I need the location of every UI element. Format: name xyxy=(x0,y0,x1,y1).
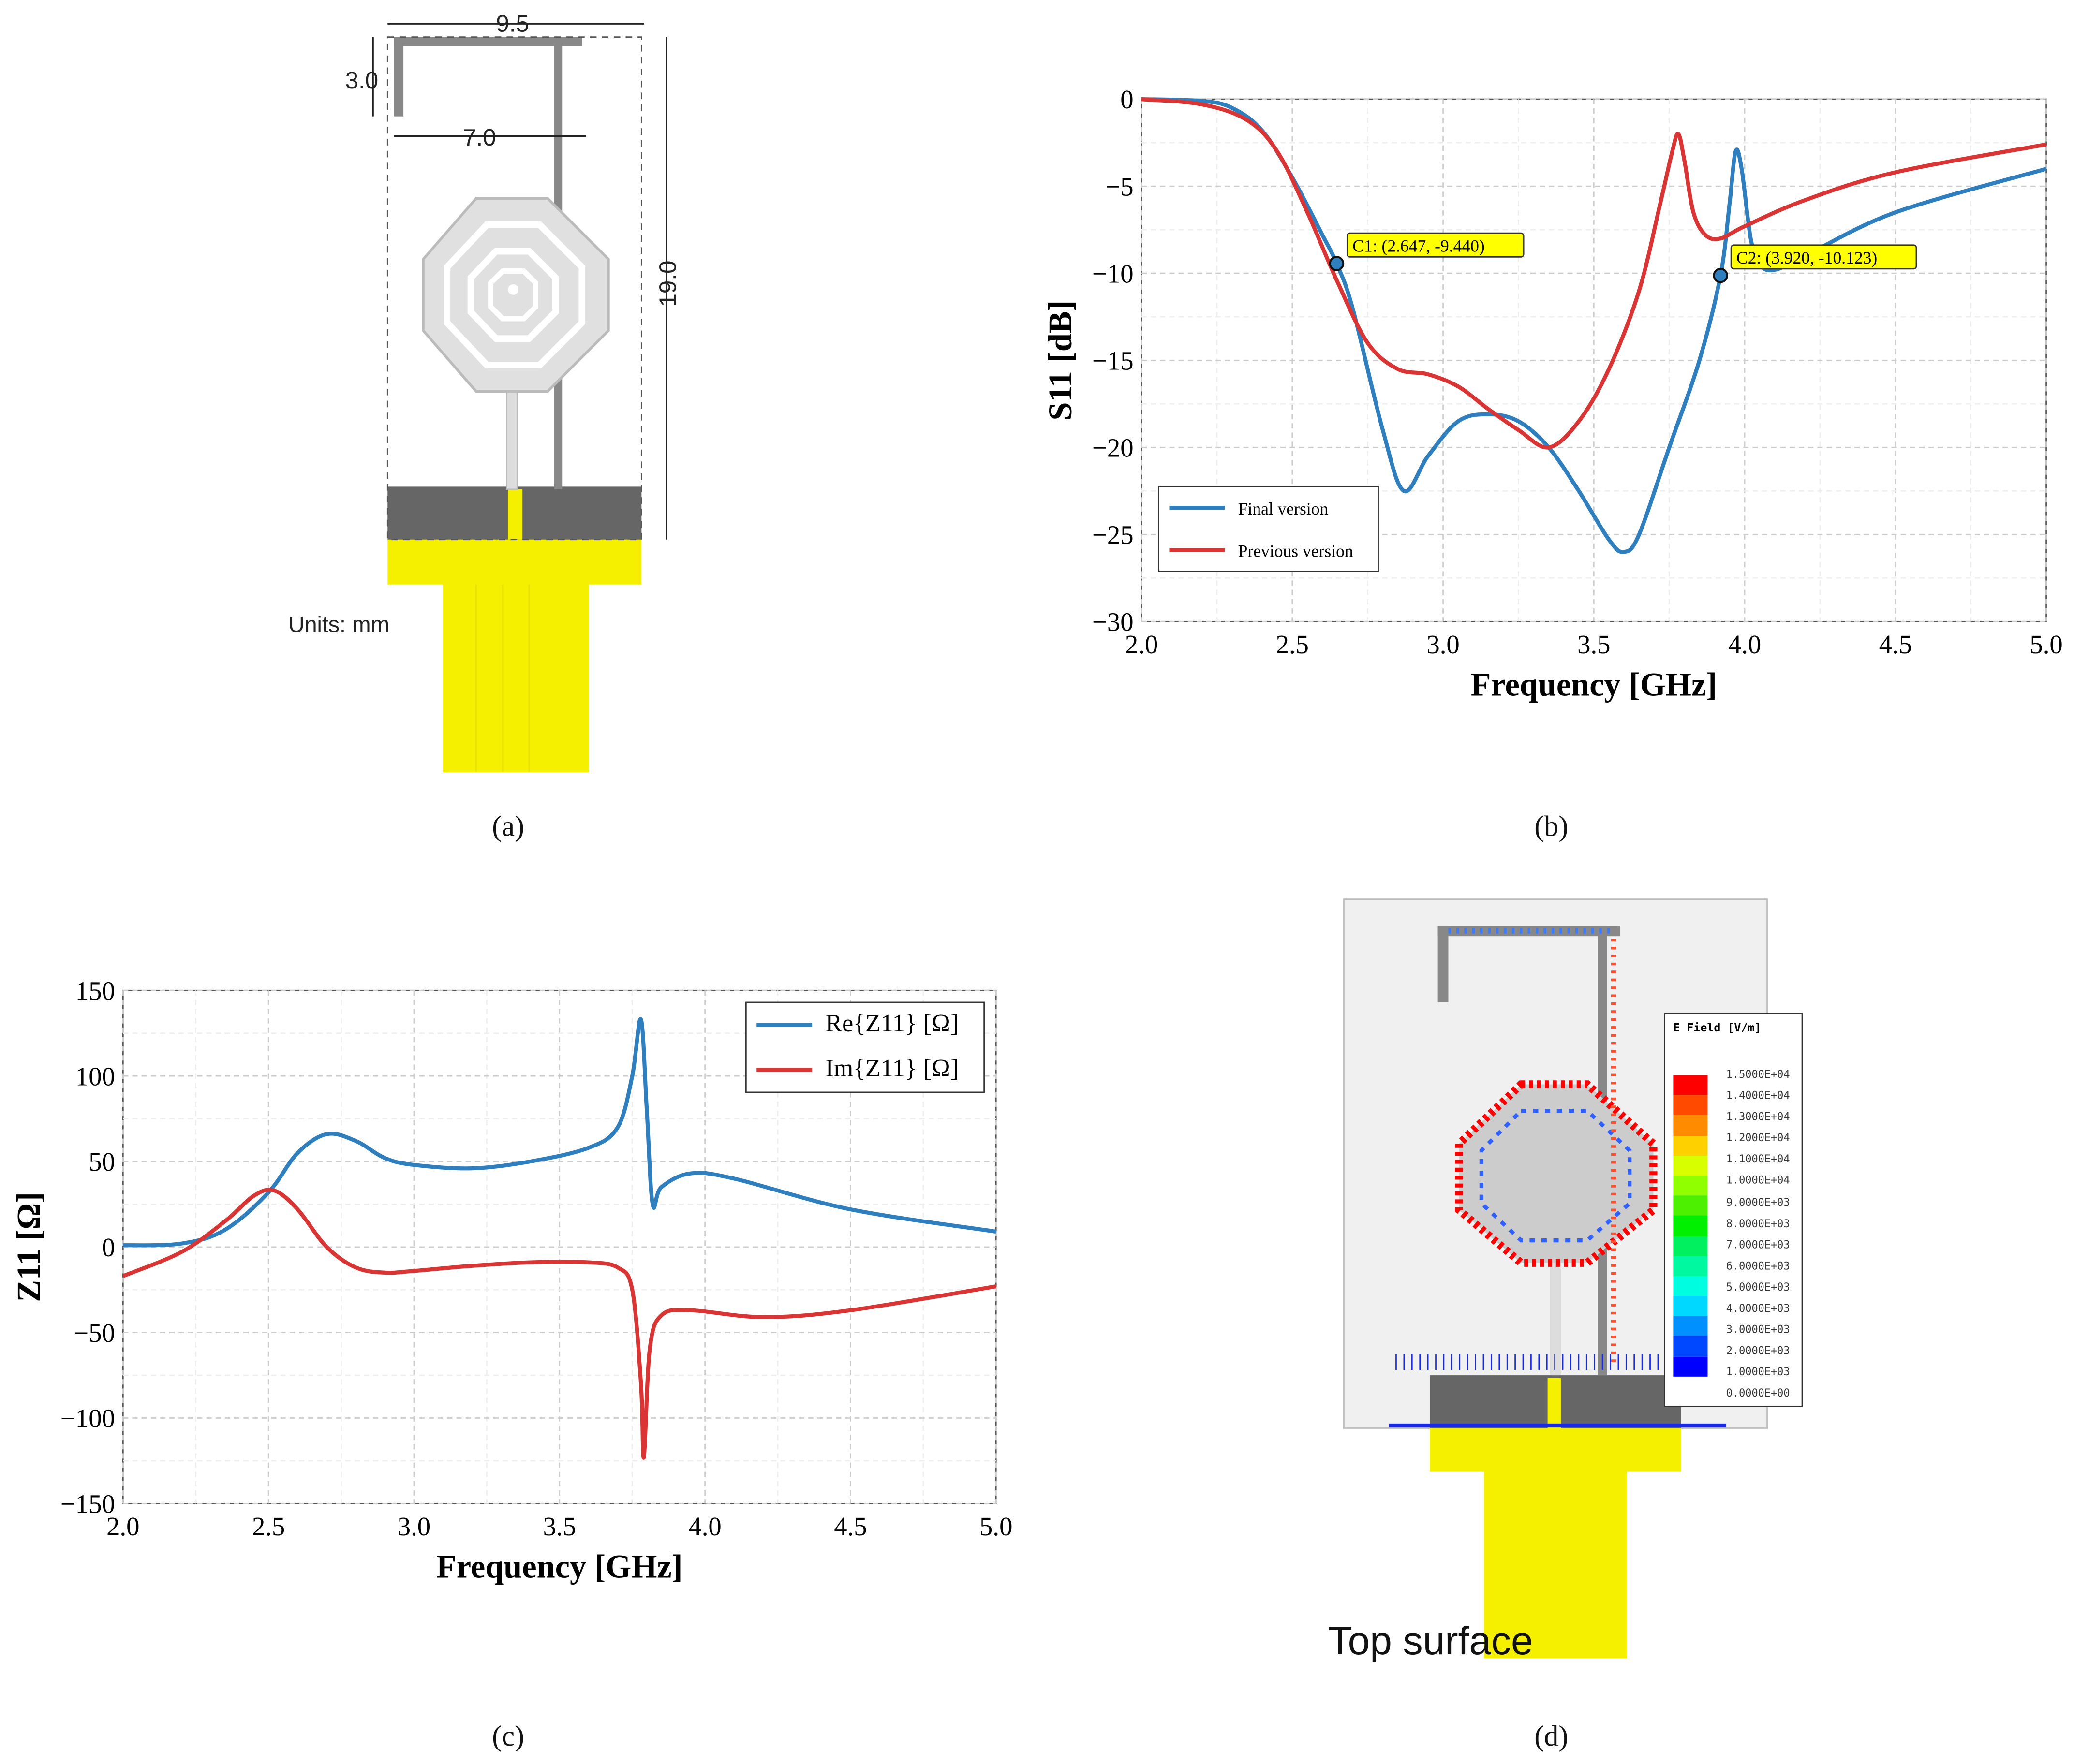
series-line-second xyxy=(1141,97,2047,450)
top-surface-label: Top surface xyxy=(1328,1619,1533,1663)
marker-label-box xyxy=(1730,244,1917,270)
dim-width-top: 9.5 xyxy=(496,11,529,37)
legend-value: 7.0000E+03 xyxy=(1726,1238,1790,1251)
y-tick-label: −150 xyxy=(60,1489,115,1518)
marker-point xyxy=(1713,267,1728,283)
x-tick-label: 2.5 xyxy=(252,1512,285,1541)
legend-swatch xyxy=(1673,1235,1708,1256)
y-axis-label: S11 [dB] xyxy=(1042,300,1079,421)
x-axis-label: Frequency [GHz] xyxy=(436,1548,682,1585)
caption-d: (d) xyxy=(1534,1719,1569,1752)
y-tick-label: 100 xyxy=(75,1061,115,1091)
y-tick-label: −50 xyxy=(74,1318,115,1348)
x-tick-label: 4.0 xyxy=(1728,630,1761,659)
legend-swatch xyxy=(1673,1095,1708,1116)
caption-c: (c) xyxy=(492,1719,525,1752)
legend-value: 1.3000E+04 xyxy=(1726,1111,1790,1123)
series-line-first xyxy=(123,1017,996,1248)
x-tick-label: 4.0 xyxy=(688,1512,721,1541)
legend-label: Previous version xyxy=(1238,541,1353,560)
legend-swatch xyxy=(1673,1175,1708,1196)
legend-value: 1.1000E+04 xyxy=(1726,1153,1790,1166)
legend-swatch xyxy=(1673,1115,1708,1135)
legend-value: 1.4000E+04 xyxy=(1726,1089,1790,1102)
caption-a: (a) xyxy=(492,809,525,843)
y-tick-label: 150 xyxy=(75,976,115,1005)
x-axis-label: Frequency [GHz] xyxy=(1471,666,1717,703)
x-tick-label: 5.0 xyxy=(979,1512,1012,1541)
legend-value: 1.0000E+04 xyxy=(1726,1175,1790,1187)
marker-label: C1: (2.647, -9.440) xyxy=(1352,236,1485,255)
x-tick-label: 3.5 xyxy=(543,1512,576,1541)
x-tick-label: 2.5 xyxy=(1276,630,1309,659)
legend-swatch xyxy=(1673,1075,1708,1095)
e-field-legend: E Field [V/m] 1.5000E+04 1.4000E+04 1.3000… xyxy=(1664,1013,1803,1407)
series-line-second xyxy=(122,1188,996,1460)
legend-label: Final version xyxy=(1238,499,1329,518)
legend-label: Re{Z11} [Ω] xyxy=(825,1010,958,1037)
x-tick-label: 5.0 xyxy=(2030,630,2062,659)
z11-chart: 2.0 2.5 3.0 3.5 4.0 4.5 5.0 150 100 50 0 −50 −100 −15… xyxy=(10,976,1012,1585)
y-tick-label: −20 xyxy=(1092,433,1134,462)
legend-value: 1.0000E+03 xyxy=(1726,1366,1790,1379)
legend-value: 3.0000E+03 xyxy=(1726,1323,1790,1336)
antenna-geometry-diagram: 9.5 7.0 3.0 19.0 Units: mm xyxy=(288,11,681,773)
legend-swatch xyxy=(1673,1135,1708,1156)
y-tick-label: −15 xyxy=(1092,346,1134,375)
x-tick-label: 4.5 xyxy=(1879,630,1912,659)
units-label: Units: mm xyxy=(288,612,389,637)
x-tick-label: 3.0 xyxy=(1426,630,1459,659)
e-field-simulation: Top surface xyxy=(1328,898,1768,1663)
marker-point xyxy=(1329,256,1345,271)
y-tick-label: −5 xyxy=(1105,172,1133,201)
x-tick-label: 3.5 xyxy=(1577,630,1610,659)
legend-value: 6.0000E+03 xyxy=(1726,1260,1790,1272)
legend-value: 9.0000E+03 xyxy=(1726,1196,1790,1208)
marker-label: C2: (3.920, -10.123) xyxy=(1736,248,1877,267)
y-tick-label: −100 xyxy=(60,1404,115,1433)
legend-swatch xyxy=(1673,1276,1708,1296)
legend-value: 2.0000E+03 xyxy=(1726,1345,1790,1357)
legend-swatch xyxy=(1673,1316,1708,1337)
legend-swatch xyxy=(1673,1195,1708,1216)
x-tick-label: 3.0 xyxy=(398,1512,430,1541)
y-tick-label: −10 xyxy=(1092,259,1134,288)
dim-height-arm: 3.0 xyxy=(345,67,378,94)
caption-b: (b) xyxy=(1534,809,1569,843)
legend-swatch xyxy=(1673,1336,1708,1356)
dim-width-arm: 7.0 xyxy=(463,124,496,151)
legend-swatch xyxy=(1673,1296,1708,1316)
s11-chart: 2.0 2.5 3.0 3.5 4.0 4.5 5.0 0 −5 −10 −15 −20 −25 −30 F… xyxy=(1042,85,2063,703)
y-tick-label: 0 xyxy=(1120,85,1133,114)
x-tick-label: 4.5 xyxy=(834,1512,867,1541)
x-tick-label: 2.0 xyxy=(106,1512,139,1541)
legend-value: 4.0000E+03 xyxy=(1726,1302,1790,1315)
legend-box xyxy=(1158,486,1379,572)
y-tick-label: −30 xyxy=(1092,607,1134,636)
x-tick-label: 2.0 xyxy=(1125,630,1158,659)
legend-box xyxy=(745,1001,985,1093)
marker-label-box xyxy=(1346,232,1525,258)
legend-swatch xyxy=(1673,1256,1708,1276)
legend-value: 1.2000E+04 xyxy=(1726,1132,1790,1145)
legend-swatch xyxy=(1673,1216,1708,1236)
legend-swatch xyxy=(1673,1155,1708,1176)
legend-value: 1.5000E+04 xyxy=(1726,1068,1790,1081)
legend-swatch xyxy=(1673,1356,1708,1377)
y-tick-label: −25 xyxy=(1092,520,1134,549)
legend-value: 8.0000E+03 xyxy=(1726,1217,1790,1230)
legend-label: Im{Z11} [Ω] xyxy=(825,1055,958,1082)
y-axis-label: Z11 [Ω] xyxy=(10,1192,47,1302)
legend-value: 5.0000E+03 xyxy=(1726,1281,1790,1294)
y-tick-label: 0 xyxy=(102,1233,115,1262)
dim-height-total: 19.0 xyxy=(654,261,681,307)
legend-title: E Field [V/m] xyxy=(1673,1022,1762,1036)
legend-value: 0.0000E+00 xyxy=(1726,1387,1790,1400)
y-tick-label: 50 xyxy=(89,1147,115,1176)
